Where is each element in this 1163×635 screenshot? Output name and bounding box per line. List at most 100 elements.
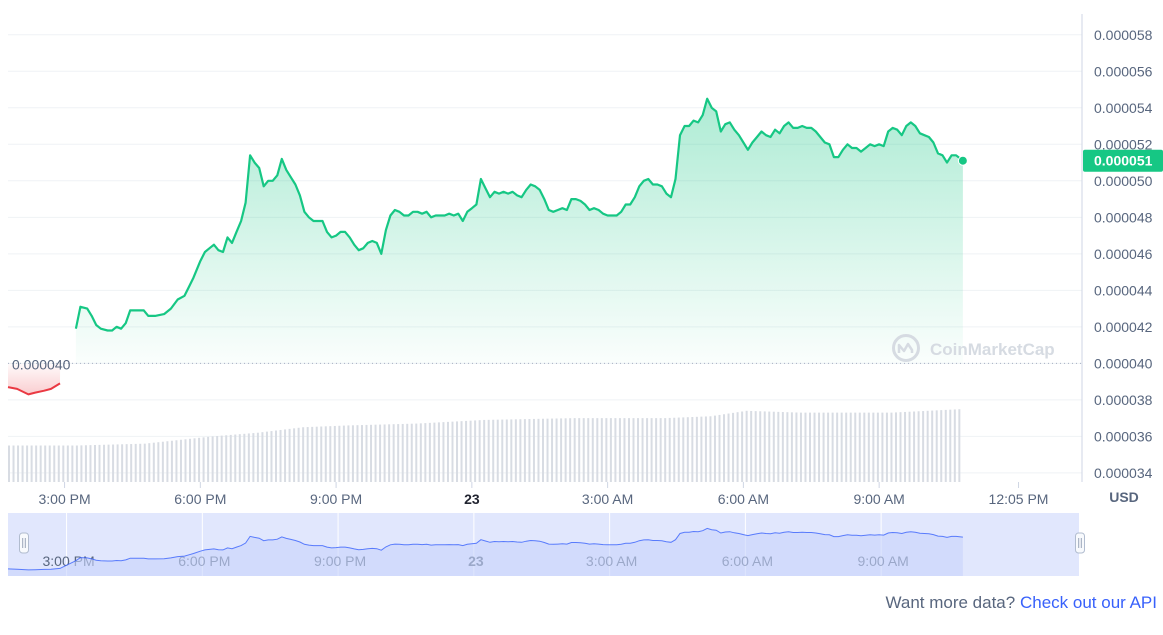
volume-bar — [365, 424, 368, 482]
volume-bar — [401, 423, 404, 482]
volume-bar — [338, 425, 341, 482]
volume-bar — [220, 435, 223, 482]
volume-bar — [57, 445, 60, 482]
volume-bar — [836, 412, 839, 482]
baseline-line: 0.000040 — [8, 356, 1082, 372]
navigator-area — [8, 528, 963, 576]
volume-bar — [700, 416, 703, 482]
volume-bar — [288, 428, 291, 482]
volume-bar — [637, 418, 640, 482]
volume-bar — [741, 411, 744, 482]
volume-bar — [799, 412, 802, 482]
volume-bar — [790, 412, 793, 482]
volume-bar — [98, 444, 101, 482]
volume-bar — [573, 418, 576, 482]
volume-bar — [754, 411, 757, 482]
api-link[interactable]: Check out our API — [1019, 593, 1157, 612]
volume-bar — [514, 419, 517, 482]
volume-bar — [12, 445, 15, 482]
volume-bar — [143, 443, 146, 482]
volume-bar — [709, 416, 712, 482]
volume-bar — [134, 443, 137, 482]
api-promo: Want more data? Check out our API — [885, 593, 1157, 613]
volume-bar — [510, 419, 513, 482]
volume-bar — [351, 425, 354, 482]
volume-bar — [469, 420, 472, 482]
volume-bar — [465, 420, 468, 482]
volume-bar — [275, 430, 277, 482]
volume-bar — [229, 434, 232, 482]
volume-bar — [388, 424, 391, 482]
volume-bar — [736, 412, 739, 482]
volume-bar — [922, 411, 925, 482]
volume-bar — [152, 442, 155, 482]
volume-bar — [315, 426, 318, 482]
price-area — [8, 98, 963, 395]
volume-bar — [569, 418, 572, 482]
y-tick-label: 0.000050 — [1094, 173, 1153, 189]
x-tick-label: 23 — [464, 491, 480, 507]
volume-bar — [270, 431, 273, 482]
y-tick-label: 0.000038 — [1094, 392, 1153, 408]
volume-bar — [112, 444, 115, 482]
volume-bar — [899, 412, 902, 482]
volume-bar — [297, 427, 300, 482]
volume-bar — [370, 424, 373, 482]
volume-bar — [451, 421, 454, 482]
watermark-text: CoinMarketCap — [930, 340, 1055, 359]
y-tick-label: 0.000054 — [1094, 100, 1153, 116]
volume-bar — [379, 424, 382, 482]
volume-bar — [433, 422, 436, 482]
volume-bar — [777, 411, 780, 482]
volume-bar — [682, 417, 685, 482]
volume-bar — [935, 410, 938, 482]
volume-bar — [768, 411, 771, 482]
y-tick-label: 0.000044 — [1094, 282, 1153, 298]
volume-bar — [614, 418, 617, 482]
volume-bar — [474, 420, 477, 482]
volume-bar — [564, 418, 567, 482]
coinmarketcap-watermark: CoinMarketCap — [892, 334, 1055, 362]
volume-bar — [252, 433, 255, 482]
volume-bar — [247, 433, 250, 482]
navigator-right-handle[interactable] — [1075, 532, 1085, 554]
volume-bar — [207, 436, 210, 482]
volume-bar — [623, 418, 626, 482]
volume-bar — [677, 417, 680, 482]
volume-bar — [632, 418, 635, 482]
volume-bar — [505, 419, 508, 482]
x-tick-label: 6:00 PM — [174, 491, 226, 507]
volume-bar — [415, 423, 418, 482]
navigator-left-handle[interactable] — [19, 532, 29, 554]
volume-bar — [818, 412, 821, 482]
volume-bar — [596, 418, 599, 482]
volume-bar — [809, 412, 811, 482]
x-tick-label: 6:00 AM — [718, 491, 769, 507]
navigator-line — [7, 527, 963, 571]
api-promo-text: Want more data? — [885, 593, 1016, 612]
y-tick-label: 0.000040 — [1094, 355, 1153, 371]
volume-bar — [44, 445, 47, 482]
y-tick-label: 0.000058 — [1094, 27, 1153, 43]
volume-bar — [166, 441, 169, 482]
volume-bar — [655, 418, 658, 482]
volume-bar — [890, 412, 893, 482]
volume-bar — [885, 412, 888, 482]
volume-bar — [659, 418, 662, 482]
volume-bar — [130, 444, 133, 482]
y-tick-label: 0.000042 — [1094, 319, 1153, 335]
volume-bar — [26, 445, 29, 482]
volume-bar — [600, 418, 603, 482]
volume-bar — [532, 418, 535, 482]
y-tick-label: 0.000052 — [1094, 136, 1153, 152]
volume-bar — [795, 412, 798, 482]
volume-bar — [347, 425, 350, 482]
volume-bar — [161, 441, 164, 482]
volume-bar — [460, 421, 463, 482]
volume-bar — [193, 438, 196, 482]
price-lines — [7, 97, 964, 396]
down-area — [8, 363, 61, 395]
volume-bar — [48, 445, 51, 482]
